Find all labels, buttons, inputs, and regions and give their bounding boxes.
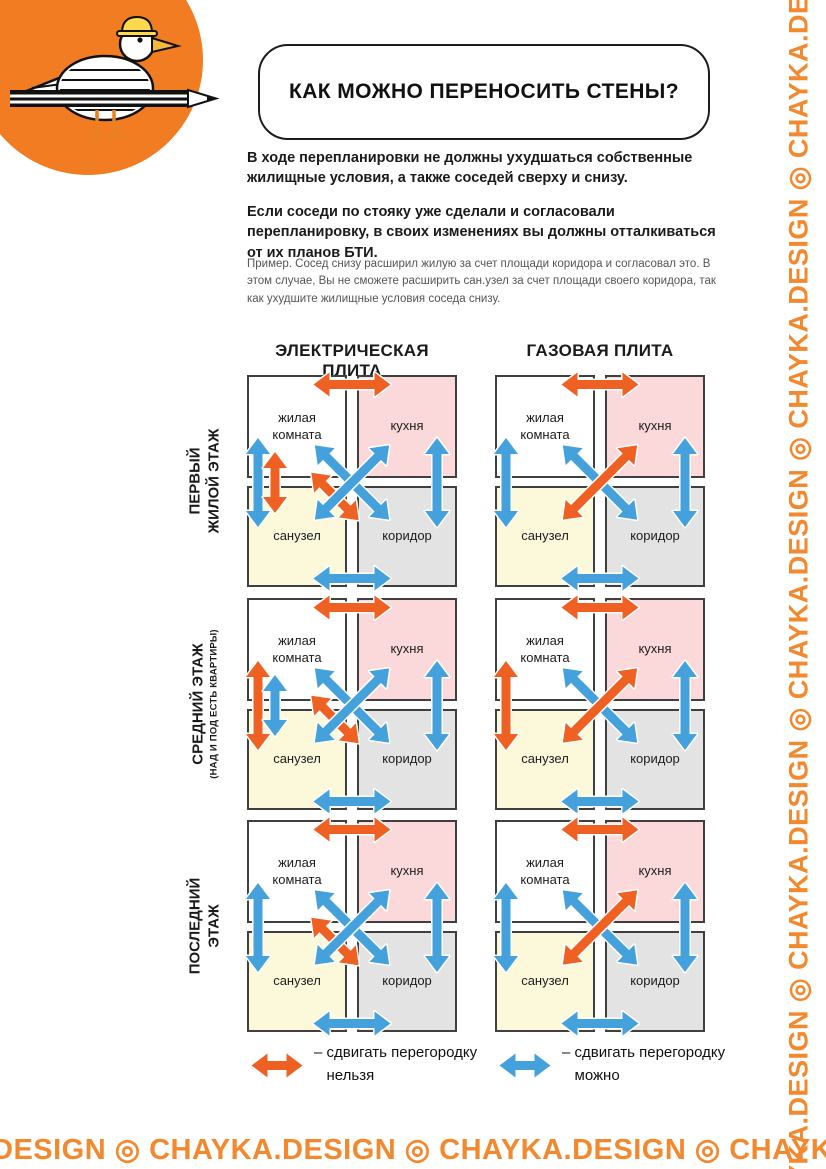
watermark-side: CHAYKA.DESIGN ◎ CHAYKA.DESIGN ◎ CHAYKA.D… xyxy=(783,0,814,1169)
room-living: жилая комната xyxy=(247,598,347,701)
room-living: жилая комната xyxy=(495,375,595,478)
page-title: КАК МОЖНО ПЕРЕНОСИТЬ СТЕНЫ? xyxy=(289,80,679,103)
legend-label-allowed: – сдвигать перегородку можно xyxy=(562,1044,726,1084)
title-box: КАК МОЖНО ПЕРЕНОСИТЬ СТЕНЫ? xyxy=(258,44,710,140)
intro-paragraph-2: Если соседи по стояку уже сделали и согл… xyxy=(247,204,716,261)
hard-hat xyxy=(120,15,154,34)
watermark-bottom: DESIGN ◎ CHAYKA.DESIGN ◎ CHAYKA.DESIGN ◎… xyxy=(0,1134,826,1166)
room-corridor: коридор xyxy=(605,931,705,1032)
seagull-head xyxy=(116,15,182,63)
room-kitchen: кухня xyxy=(357,375,457,478)
room-corridor: коридор xyxy=(605,709,705,810)
beak xyxy=(151,36,182,54)
room-corridor: коридор xyxy=(357,931,457,1032)
floorplan-last-floor-gas: жилая комната кухня санузел коридор xyxy=(492,815,705,1037)
row-label-first-floor: ПЕРВЫЙ ЖИЛОЙ ЭТАЖ xyxy=(186,428,222,534)
floorplan-middle-floor-electric: жилая комната кухня санузел коридор xyxy=(244,593,457,815)
pencil-icon xyxy=(10,88,220,109)
room-living: жилая комната xyxy=(247,375,347,478)
room-bathroom: санузел xyxy=(247,709,347,810)
legend-arrow-forbidden xyxy=(250,1049,304,1082)
room-living: жилая комната xyxy=(495,598,595,701)
room-kitchen: кухня xyxy=(357,598,457,701)
floorplan-first-floor-gas: жилая комната кухня санузел коридор xyxy=(492,370,705,592)
room-bathroom: санузел xyxy=(495,486,595,587)
row-label-middle-floor: СРЕДНИЙ ЭТАЖ (НАД И ПОД ЕСТЬ КВАРТИРЫ) xyxy=(189,629,220,779)
eye xyxy=(137,37,143,43)
legs xyxy=(92,110,120,138)
legend-label-forbidden: – сдвигать перегородку нельзя xyxy=(314,1044,478,1084)
room-kitchen: кухня xyxy=(605,375,705,478)
room-bathroom: санузел xyxy=(495,931,595,1032)
intro-paragraph-1: В ходе перепланировки не должны ухудшать… xyxy=(247,150,693,187)
legend-arrow-allowed xyxy=(498,1049,552,1082)
floorplan-first-floor-electric: жилая комната кухня санузел коридор xyxy=(244,370,457,592)
room-bathroom: санузел xyxy=(247,931,347,1032)
room-kitchen: кухня xyxy=(357,820,457,923)
room-kitchen: кухня xyxy=(605,820,705,923)
example-note: Пример. Сосед снизу расширил жилую за сч… xyxy=(247,258,716,305)
room-corridor: коридор xyxy=(605,486,705,587)
row-label-last-floor: ПОСЛЕДНИЙ ЭТАЖ xyxy=(186,877,222,975)
column-header-gas-stove: ГАЗОВАЯ ПЛИТА xyxy=(526,341,674,360)
room-living: жилая комната xyxy=(495,820,595,923)
room-corridor: коридор xyxy=(357,709,457,810)
room-living: жилая комната xyxy=(247,820,347,923)
room-corridor: коридор xyxy=(357,486,457,587)
floorplan-middle-floor-gas: жилая комната кухня санузел коридор xyxy=(492,593,705,815)
room-bathroom: санузел xyxy=(495,709,595,810)
floorplan-last-floor-electric: жилая комната кухня санузел коридор xyxy=(244,815,457,1037)
room-kitchen: кухня xyxy=(605,598,705,701)
chayka-logo xyxy=(0,0,220,175)
room-bathroom: санузел xyxy=(247,486,347,587)
